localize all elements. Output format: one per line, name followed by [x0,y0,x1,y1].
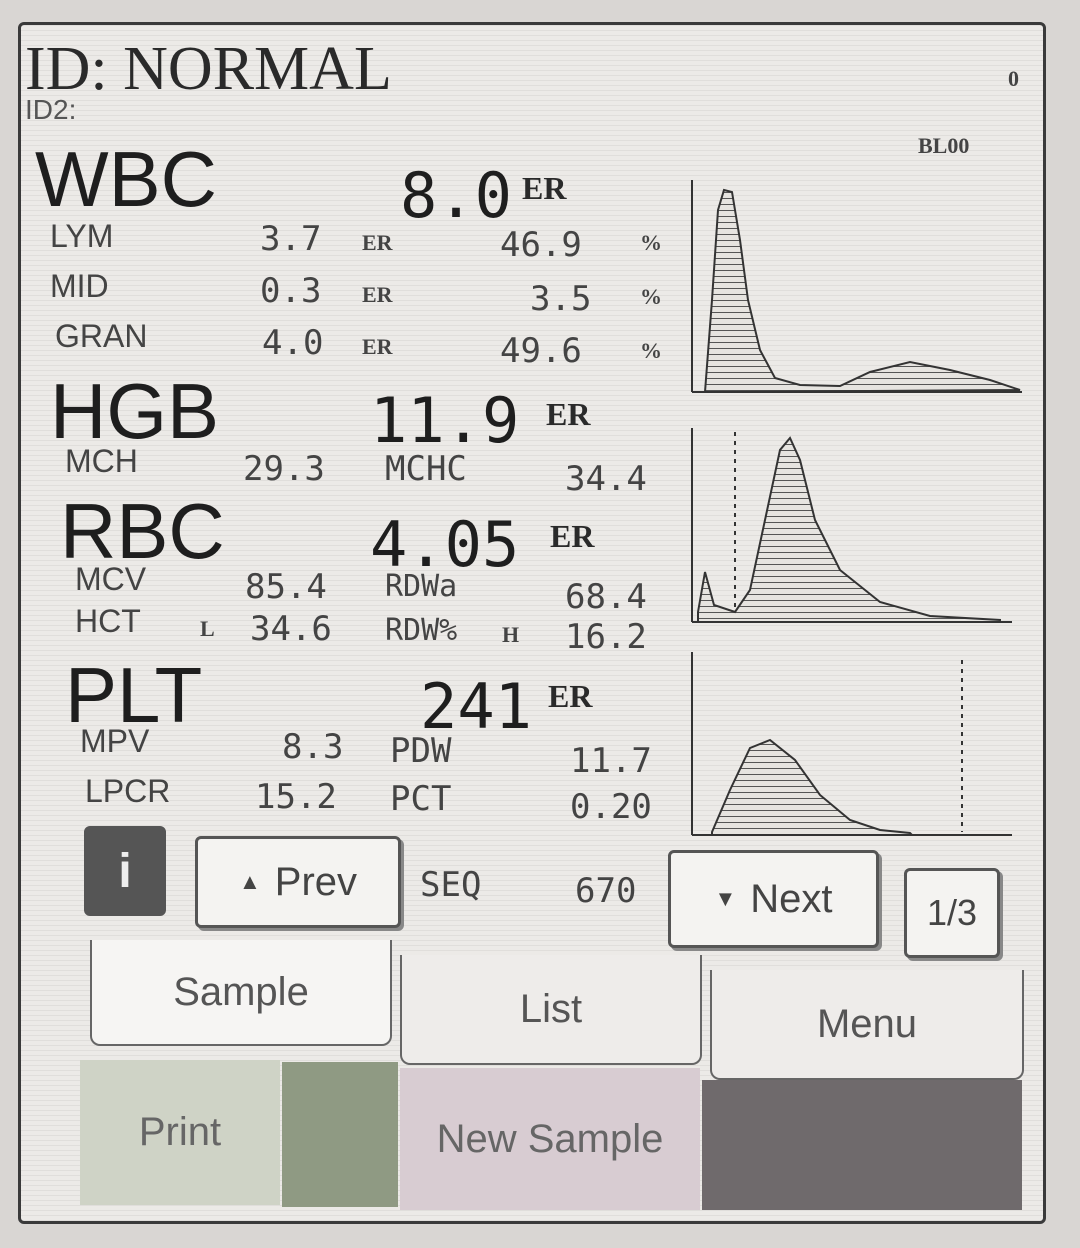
rbc-histogram [698,438,1000,622]
print-button[interactable]: Print [80,1060,280,1205]
arrow-up: ▲ [239,869,261,895]
panel [282,1062,398,1207]
page-indicator[interactable]: 1/3 [904,868,1000,958]
seq-label: SEQ [420,868,481,902]
tab-list[interactable]: List [400,955,702,1065]
panel [702,1080,1022,1210]
prev-label: Prev [275,860,357,905]
prev-button[interactable]: ▲ Prev [195,836,401,928]
seq-number: 670 [575,874,636,908]
tab-sample[interactable]: Sample [90,940,392,1046]
wbc-histogram [705,190,1020,392]
next-label: Next [750,877,832,922]
plt-histogram [712,740,912,835]
arrow-down: ▼ [714,886,736,912]
tab-menu[interactable]: Menu [710,970,1024,1080]
next-button[interactable]: ▼ Next [668,850,879,948]
page: ID: NORMAL ID2: 0 BL00 WBC 8.0 ER LYM 3.… [0,0,1080,1248]
new-sample-button[interactable]: New Sample [400,1068,700,1210]
info-button[interactable]: i [84,826,166,916]
